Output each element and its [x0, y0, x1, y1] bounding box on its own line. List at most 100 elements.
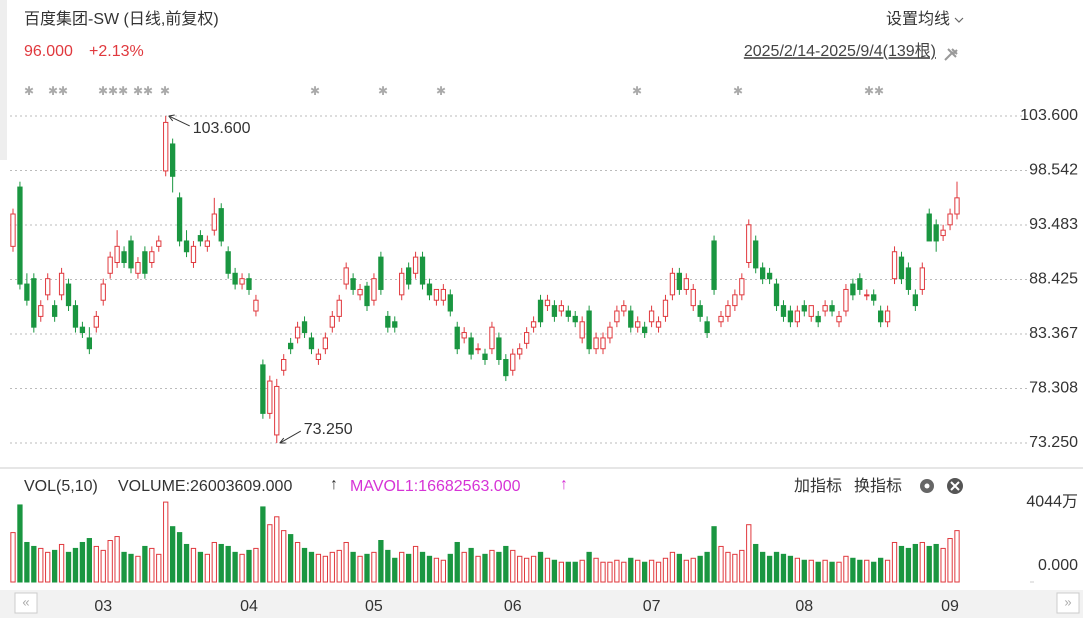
candle-body [461, 332, 467, 339]
volume-bar [801, 559, 807, 583]
candle-body [79, 326, 86, 334]
candle-body [655, 321, 662, 328]
volume-bar [107, 540, 113, 583]
candle-body [51, 305, 58, 317]
change: +2.13% [89, 43, 144, 60]
volume-bar [343, 541, 349, 583]
pin-icon[interactable] [944, 48, 958, 61]
volume-bar [517, 555, 523, 583]
volume-bar [843, 555, 849, 583]
volume-bar [669, 551, 676, 583]
candle-body [336, 299, 342, 317]
candle-body [156, 240, 162, 247]
ma-setting[interactable]: 设置均线 [886, 10, 950, 28]
volume-bar [475, 555, 481, 583]
candle-body [954, 197, 960, 215]
candle-body [475, 348, 481, 351]
candle-body [586, 310, 592, 350]
volume-bar [260, 506, 266, 583]
candle-body [517, 348, 523, 355]
candle-body [871, 294, 877, 301]
switch-indicator[interactable]: 换指标 [854, 477, 902, 495]
candle-body [489, 326, 495, 350]
volume-bar [371, 551, 377, 583]
low-arrow [279, 430, 302, 444]
candle-body [780, 305, 787, 317]
candle-body [766, 272, 773, 280]
volume-bar [114, 536, 120, 583]
volume-bar [253, 547, 259, 583]
volume-bar [753, 543, 759, 583]
candle-body [641, 326, 648, 334]
volume-bar [287, 534, 294, 583]
marker: ✱ [378, 84, 388, 98]
side-strip [0, 0, 7, 160]
volume-bar [725, 551, 731, 583]
volume-bar [190, 547, 197, 583]
volume-bar [128, 553, 134, 583]
volume-bar [399, 551, 405, 583]
candle-body [933, 224, 939, 242]
candle-body [183, 240, 190, 253]
candle-body [815, 315, 821, 323]
dropdown-icon[interactable] [954, 17, 964, 23]
vol-title: VOL(5,10) [24, 478, 98, 495]
volume-bar [607, 561, 613, 583]
candle-body [801, 305, 807, 312]
candle-body [503, 358, 509, 377]
volume-bar [739, 549, 745, 583]
candle-body [287, 342, 294, 350]
candle-body [274, 385, 280, 436]
volume-bar [850, 557, 856, 583]
volume-bar [864, 559, 870, 583]
candle-body [107, 256, 113, 274]
add-indicator[interactable]: 加指标 [794, 477, 842, 495]
candle-body [405, 267, 412, 285]
scroll-left[interactable] [14, 592, 38, 614]
candle-body [579, 321, 585, 339]
volume-bar [329, 551, 335, 583]
volume-bar [301, 547, 308, 583]
candle-body [329, 315, 335, 328]
candle-body [190, 245, 197, 264]
volume-bar [933, 543, 939, 583]
volume-bar [572, 561, 578, 583]
volume-bar [211, 541, 217, 583]
candle-body [822, 305, 828, 312]
scroll-left-icon: « [22, 594, 29, 609]
marker: ✱ [436, 84, 446, 98]
candle-body [725, 305, 731, 317]
candle-body [447, 294, 453, 312]
volume-bar [766, 555, 773, 583]
volume-bar [142, 545, 148, 583]
volume-bar [565, 561, 571, 583]
candle-body [38, 305, 44, 317]
volume-bar [447, 553, 453, 583]
candle-body [773, 283, 780, 307]
volume-bar [426, 555, 433, 583]
candle-body [732, 294, 738, 307]
candle-body [399, 272, 405, 296]
volume-bar [364, 553, 370, 583]
y-tick-label: 83.367 [1029, 325, 1078, 342]
volume-bar [468, 547, 474, 583]
candle-body [544, 299, 551, 307]
candle-body [614, 310, 620, 323]
candle-body [891, 251, 898, 280]
scroll-right[interactable] [1056, 592, 1080, 614]
volume-bar [31, 545, 37, 583]
volume-bar [461, 551, 467, 583]
volume-bar [822, 559, 828, 583]
volume-bar [294, 541, 301, 583]
candle-body [468, 337, 474, 355]
candle-body [211, 213, 217, 231]
candle-body [253, 299, 259, 312]
volume-bar [635, 559, 641, 583]
candle-body [635, 321, 641, 328]
volume-bar [857, 559, 863, 583]
volume-bar [815, 561, 821, 583]
candle-body [114, 245, 120, 264]
marker: ✱ [24, 84, 34, 98]
volume-bar [787, 555, 794, 583]
candle-body [593, 337, 599, 350]
